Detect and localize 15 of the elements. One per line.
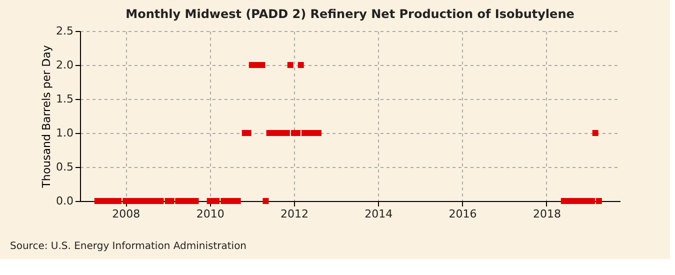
x-tick-label: 2012 (280, 208, 308, 220)
x-tick-label: 2010 (196, 208, 224, 220)
x-tick-label: 2014 (364, 208, 393, 220)
y-tick-label: 0.0 (56, 194, 74, 208)
y-tick-label: 1.5 (56, 92, 74, 106)
y-tick-label: 1.0 (56, 126, 74, 140)
y-tick-label: 2.0 (56, 58, 74, 72)
y-tick-label: 0.5 (56, 160, 74, 174)
chart-title: Monthly Midwest (PADD 2) Refinery Net Production of Isobutylene (126, 7, 574, 21)
y-tick-label: 2.5 (56, 24, 74, 38)
x-tick-label: 2016 (448, 208, 477, 220)
x-tick-label: 2018 (532, 208, 561, 220)
source-note: Source: U.S. Energy Information Administration (10, 241, 247, 252)
x-tick-label: 2008 (112, 208, 140, 220)
y-axis-title: Thousand Barrels per Day (40, 44, 54, 189)
